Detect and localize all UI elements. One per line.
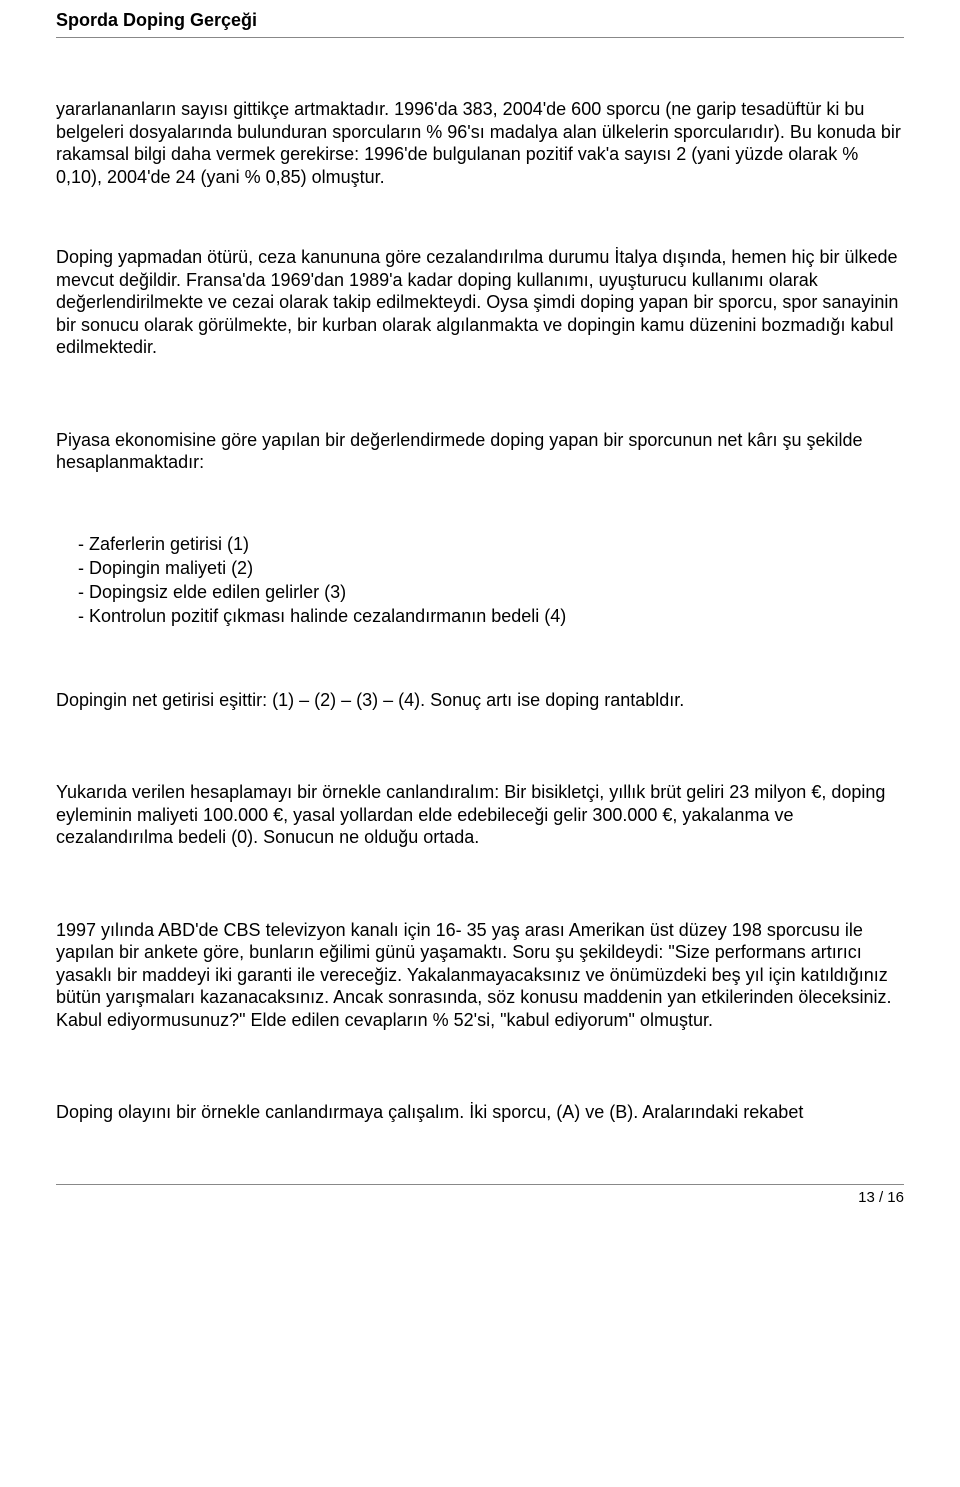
cost-list: Zaferlerin getirisi (1) Dopingin maliyet… — [56, 532, 904, 629]
list-item: Zaferlerin getirisi (1) — [56, 532, 904, 556]
page-title: Sporda Doping Gerçeği — [56, 10, 904, 31]
body-paragraph: Dopingin net getirisi eşittir: (1) – (2)… — [56, 689, 904, 712]
body-paragraph: Piyasa ekonomisine göre yapılan bir değe… — [56, 429, 904, 474]
page-number: 13 / 16 — [56, 1189, 904, 1206]
footer-divider — [56, 1184, 904, 1185]
header-divider — [56, 37, 904, 38]
body-paragraph: Doping olayını bir örnekle canlandırmaya… — [56, 1101, 904, 1124]
document-page: Sporda Doping Gerçeği yararlananların sa… — [0, 0, 960, 1246]
body-paragraph: Doping yapmadan ötürü, ceza kanununa gör… — [56, 246, 904, 359]
list-item: Kontrolun pozitif çıkması halinde cezala… — [56, 604, 904, 628]
body-paragraph: yararlananların sayısı gittikçe artmakta… — [56, 98, 904, 188]
list-item: Dopingin maliyeti (2) — [56, 556, 904, 580]
list-item: Dopingsiz elde edilen gelirler (3) — [56, 580, 904, 604]
body-paragraph: Yukarıda verilen hesaplamayı bir örnekle… — [56, 781, 904, 849]
body-paragraph: 1997 yılında ABD'de CBS televizyon kanal… — [56, 919, 904, 1032]
